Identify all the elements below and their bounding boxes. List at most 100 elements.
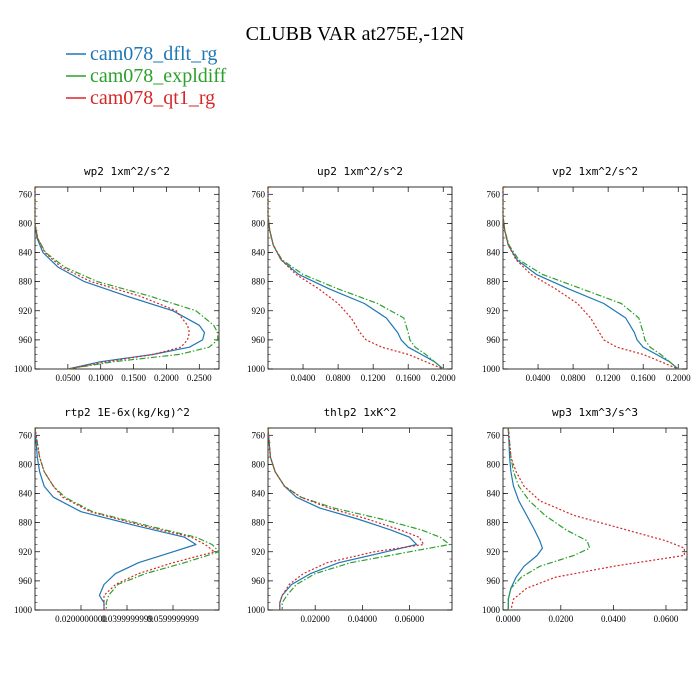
- series-line-0: [34, 187, 206, 370]
- panel-title-2: vp2 1xm^2/s^2: [552, 165, 638, 178]
- y-tick-label: 920: [487, 547, 501, 557]
- series-line-0: [507, 427, 544, 610]
- series-line-2: [267, 187, 444, 370]
- panel-5: wp3 1xm^3/s^3 760 800 840 880 920 960 10000.000…: [482, 406, 688, 624]
- x-tick-label: 0.2000: [666, 373, 691, 383]
- figure-title: CLUBB VAR at275E,-12N: [246, 23, 465, 45]
- y-tick-label: 800: [252, 459, 266, 469]
- x-tick-label: 0.2500: [187, 373, 212, 383]
- x-tick-label: 0.0399999999: [101, 614, 153, 624]
- plot-frame-5: [502, 427, 688, 611]
- y-tick-label: 1000: [247, 364, 266, 374]
- y-tick-label: 920: [487, 306, 501, 316]
- panel-title-1: up2 1xm^2/s^2: [317, 165, 403, 178]
- panel-2: vp2 1xm^2/s^2 760 800 840 880 920 960 1000 0.040…: [482, 165, 691, 383]
- y-tick-label: 1000: [247, 605, 266, 615]
- panel-title-5: wp3 1xm^3/s^3: [552, 406, 638, 419]
- series-line-2: [267, 427, 425, 610]
- y-tick-label: 840: [19, 489, 33, 499]
- x-tick-label: 0.1000: [88, 373, 113, 383]
- panels: wp2 1xm^2/s^2 760 800 840 880 920 960 1000 0.050…: [14, 165, 691, 624]
- series-line-1: [267, 187, 444, 370]
- plot-frame-4: [267, 427, 453, 611]
- x-tick-label: 0.2000: [431, 373, 456, 383]
- y-tick-label: 920: [252, 306, 266, 316]
- series-line-1: [502, 187, 679, 370]
- legend: cam078_dflt_rgcam078_expldiffcam078_qt1_…: [66, 43, 227, 109]
- x-tick-label: 0.0500: [55, 373, 80, 383]
- y-tick-label: 760: [487, 430, 501, 440]
- y-tick-label: 760: [19, 189, 33, 199]
- y-tick-label: 960: [252, 576, 266, 586]
- plot-frame-2: [502, 186, 688, 370]
- y-tick-label: 920: [252, 547, 266, 557]
- x-tick-label: 0.06000: [395, 614, 425, 624]
- plot-frame-1: [267, 186, 453, 370]
- y-tick-label: 800: [252, 218, 266, 228]
- series-line-2: [34, 427, 215, 610]
- panel-3: rtp2 1E-6x(kg/kg)^2 760 800 840 880 920 960 100…: [14, 406, 220, 624]
- y-tick-label: 960: [487, 576, 501, 586]
- series-line-0: [267, 187, 444, 370]
- y-tick-label: 1000: [14, 605, 33, 615]
- legend-entry-1: cam078_expldiff: [90, 65, 227, 87]
- panel-title-3: rtp2 1E-6x(kg/kg)^2: [64, 406, 190, 419]
- legend-entry-2: cam078_qt1_rg: [90, 87, 215, 109]
- y-tick-label: 840: [252, 248, 266, 258]
- x-tick-label: 0.0800: [561, 373, 586, 383]
- x-tick-label: 0.0400: [601, 614, 626, 624]
- y-tick-label: 800: [487, 459, 501, 469]
- x-tick-label: 0.02000: [301, 614, 331, 624]
- x-tick-label: 0.1600: [396, 373, 421, 383]
- x-tick-label: 0.1500: [121, 373, 146, 383]
- y-tick-label: 880: [252, 518, 266, 528]
- y-tick-label: 1000: [482, 605, 501, 615]
- y-tick-label: 880: [252, 277, 266, 287]
- panel-1: up2 1xm^2/s^2 760 800 840 880 920 960 1000 0.040…: [247, 165, 456, 383]
- legend-entry-0: cam078_dflt_rg: [90, 43, 217, 65]
- y-tick-label: 960: [19, 335, 33, 345]
- x-tick-label: 0.0200000000: [55, 614, 107, 624]
- y-tick-label: 840: [252, 489, 266, 499]
- y-tick-label: 800: [19, 218, 33, 228]
- y-tick-label: 880: [487, 277, 501, 287]
- x-tick-label: 0.0400: [526, 373, 551, 383]
- y-tick-label: 880: [19, 277, 33, 287]
- x-tick-label: 0.0400: [291, 373, 316, 383]
- y-tick-label: 920: [19, 547, 33, 557]
- plot-frame-0: [34, 186, 220, 370]
- series-line-1: [34, 187, 219, 370]
- panel-title-4: thlp2 1xK^2: [324, 406, 397, 419]
- y-tick-label: 760: [252, 430, 266, 440]
- plot-frame-3: [34, 427, 220, 611]
- series-line-1: [507, 427, 591, 610]
- panel-0: wp2 1xm^2/s^2 760 800 840 880 920 960 1000 0.050…: [14, 165, 220, 383]
- series-line-0: [502, 187, 679, 370]
- x-tick-label: 0.04000: [348, 614, 378, 624]
- y-tick-label: 840: [487, 248, 501, 258]
- y-tick-label: 840: [19, 248, 33, 258]
- y-tick-label: 840: [487, 489, 501, 499]
- y-tick-label: 760: [19, 430, 33, 440]
- panel-title-0: wp2 1xm^2/s^2: [84, 165, 170, 178]
- x-tick-label: 0.1200: [361, 373, 386, 383]
- y-tick-label: 880: [19, 518, 33, 528]
- y-tick-label: 760: [487, 189, 501, 199]
- y-tick-label: 760: [252, 189, 266, 199]
- y-tick-label: 960: [19, 576, 33, 586]
- x-tick-label: 0.0800: [326, 373, 351, 383]
- x-tick-label: 0.0200: [548, 614, 573, 624]
- panel-4: thlp2 1xK^2 760 800 840 880 920 960 1000 0.02000…: [247, 406, 453, 624]
- x-tick-label: 0.1600: [631, 373, 656, 383]
- series-line-1: [34, 427, 220, 610]
- x-tick-label: 0.2000: [154, 373, 179, 383]
- y-tick-label: 960: [252, 335, 266, 345]
- series-line-0: [267, 427, 418, 610]
- x-tick-label: 0.0600: [654, 614, 679, 624]
- y-tick-label: 920: [19, 306, 33, 316]
- y-tick-label: 880: [487, 518, 501, 528]
- series-line-2: [34, 187, 190, 370]
- y-tick-label: 800: [19, 459, 33, 469]
- y-tick-label: 800: [487, 218, 501, 228]
